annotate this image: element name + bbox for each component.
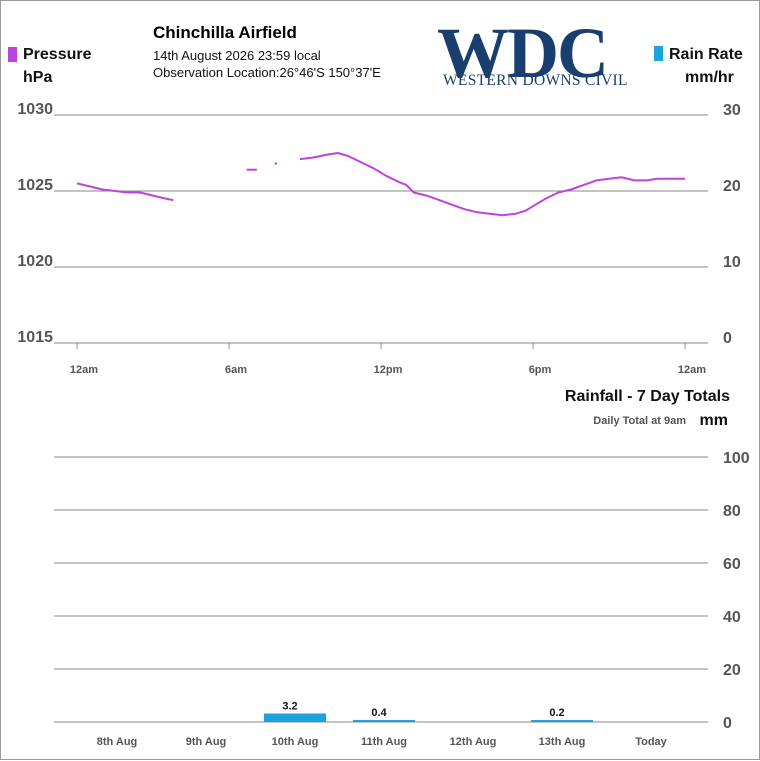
pressure-y-tick-label: 1020 (17, 253, 53, 270)
rainfall-chart-title: Rainfall - 7 Day Totals (564, 388, 730, 405)
rain-rate-y-tick-label: 10 (723, 254, 741, 271)
observation-location: Observation Location:26°46'S 150°37'E (153, 65, 381, 80)
pressure-x-tick-label: 12am (678, 364, 706, 376)
wdc-logo: WDC WESTERN DOWNS CIVIL (437, 17, 635, 93)
rainfall-y-tick-label: 100 (723, 450, 750, 467)
rainfall-bar (264, 713, 326, 722)
observation-datetime: 14th August 2026 23:59 local (153, 48, 321, 63)
rainfall-y-tick-label: 0 (723, 715, 732, 732)
rain-rate-y-tick-label: 0 (723, 330, 732, 347)
rainfall-category-label: Today (635, 736, 667, 748)
rainfall-category-label: 9th Aug (186, 736, 227, 748)
logo-tagline: WESTERN DOWNS CIVIL (443, 72, 628, 89)
pressure-x-tick-label: 6pm (529, 364, 552, 376)
logo-letters: WDC (437, 13, 609, 93)
rain-rate-y-tick-label: 30 (723, 102, 741, 119)
rainfall-value-label: 0.4 (371, 707, 387, 719)
pressure-x-tick-label: 6am (225, 364, 247, 376)
rainfall-bar (353, 720, 415, 722)
rain-rate-legend-swatch (654, 46, 663, 61)
pressure-y-tick-label: 1015 (17, 329, 53, 346)
pressure-legend-swatch (8, 47, 17, 62)
rainfall-y-tick-label: 60 (723, 556, 741, 573)
rainfall-value-label: 0.2 (549, 707, 564, 719)
rain-rate-unit: mm/hr (685, 69, 734, 86)
pressure-line-segment (299, 152, 685, 217)
rainfall-value-label: 3.2 (282, 701, 297, 713)
pressure-y-tick-label: 1025 (17, 177, 53, 194)
rainfall-category-label: 10th Aug (272, 736, 319, 748)
rainfall-y-tick-label: 20 (723, 662, 741, 679)
station-name: Chinchilla Airfield (153, 23, 297, 42)
rainfall-category-label: 8th Aug (97, 736, 138, 748)
rain-rate-legend-label: Rain Rate (669, 46, 743, 63)
rainfall-y-tick-label: 80 (723, 503, 741, 520)
rainfall-bar (531, 720, 593, 722)
pressure-x-tick-label: 12am (70, 364, 98, 376)
pressure-y-tick-label: 1030 (17, 101, 53, 118)
pressure-line-segment (76, 182, 174, 202)
pressure-legend-label: Pressure (23, 46, 92, 63)
rain-rate-y-tick-label: 20 (723, 178, 741, 195)
pressure-x-tick-label: 12pm (374, 364, 403, 376)
rainfall-category-label: 13th Aug (539, 736, 586, 748)
pressure-unit: hPa (23, 69, 53, 86)
rainfall-category-label: 12th Aug (450, 736, 497, 748)
rainfall-subtitle: Daily Total at 9am (593, 415, 686, 427)
rainfall-unit: mm (699, 412, 728, 429)
rainfall-category-label: 11th Aug (361, 736, 407, 748)
rainfall-y-tick-label: 40 (723, 609, 741, 626)
